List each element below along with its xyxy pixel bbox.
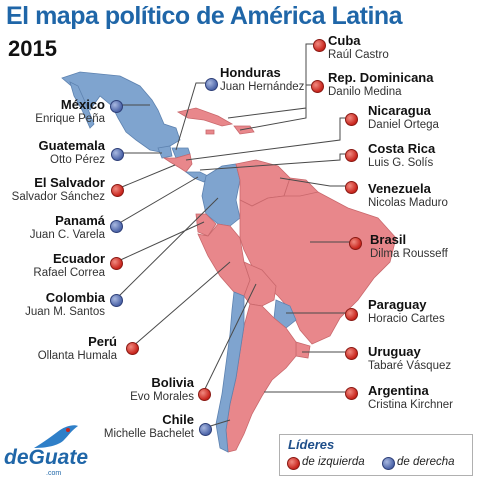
label-honduras: Honduras Juan Hernández [220,65,305,93]
jamaica-shape [205,129,215,135]
label-ecuador: Ecuador Rafael Correa [33,251,105,279]
brand-domain: .com [46,470,62,477]
label-uruguay: Uruguay Tabaré Vásquez [368,344,452,372]
country-name: Venezuela [368,181,431,196]
leader-name: Juan Hernández [220,80,305,93]
dot-guatemala [111,148,124,161]
country-name: Panamá [55,213,105,228]
country-name: Ecuador [52,251,105,266]
country-name: Chile [162,412,194,427]
label-venezuela: Venezuela Nicolas Maduro [368,181,448,209]
label-argentina: Argentina Cristina Kirchner [368,383,453,411]
leader-name: Salvador Sánchez [11,190,105,203]
leader-name: Daniel Ortega [368,118,439,131]
dot-venezuela [345,181,358,194]
country-name: Colombia [45,290,105,305]
dot-costa-rica [345,149,358,162]
dot-paraguay [345,308,358,321]
label-rep-dominicana: Rep. Dominicana Danilo Medina [328,70,434,98]
dot-peru [126,342,139,355]
dot-ecuador [110,257,123,270]
dot-rep-dominicana [311,80,324,93]
dot-colombia [110,294,123,307]
paraguay-shape [273,299,297,329]
label-el-salvador: El Salvador Salvador Sánchez [11,175,105,203]
label-mexico: México Enrique Peña [35,97,105,125]
country-name: Guatemala [38,138,105,153]
label-paraguay: Paraguay Horacio Cartes [368,297,445,325]
leader-name: Juan C. Varela [29,228,105,241]
label-costa-rica: Costa Rica Luis G. Solís [368,141,436,169]
legend-left-dot [287,457,300,470]
leader-name: Evo Morales [130,390,194,403]
country-name: El Salvador [34,175,105,190]
leader-name: Raúl Castro [328,48,389,61]
country-name: Rep. Dominicana [328,70,434,85]
leader-name: Luis G. Solís [368,156,434,169]
baja-shape [69,81,95,129]
brand-logo: deGuate [4,446,89,469]
dot-mexico [110,100,123,113]
label-bolivia: Bolivia Evo Morales [130,375,194,403]
label-brasil: Brasil Dilma Rousseff [370,232,448,260]
dot-panama [110,220,123,233]
guianas-shape [283,177,319,197]
legend-title: Líderes [288,437,335,452]
year-label: 2015 [8,36,57,61]
country-name: Brasil [370,232,407,247]
country-name: Nicaragua [368,103,431,118]
legend-right-label: de derecha [397,456,455,468]
hispaniola-shape [233,125,255,135]
country-name: Uruguay [368,344,421,359]
leader-name: Danilo Medina [328,85,402,98]
dot-chile [199,423,212,436]
label-colombia: Colombia Juan M. Santos [25,290,105,318]
country-name: Paraguay [368,297,427,312]
leader-name: Nicolas Maduro [368,196,448,209]
guatemala-shape [157,145,173,159]
leader-name: Juan M. Santos [25,305,105,318]
label-guatemala: Guatemala Otto Pérez [38,138,105,166]
page-title: El mapa político de América Latina [6,2,403,30]
dot-cuba [313,39,326,52]
uruguay-shape [295,341,311,359]
label-chile: Chile Michelle Bachelet [103,412,194,440]
quetzal-bird-icon [34,425,78,448]
country-name: Bolivia [151,375,194,390]
label-peru: Perú Ollanta Humala [37,334,117,362]
country-name: Cuba [328,33,361,48]
country-name: Argentina [368,383,429,398]
chile-shape [215,291,245,453]
legend-left-label: de izquierda [302,456,365,468]
legend-right-dot [382,457,395,470]
cuba-shape [176,107,234,127]
leader-name: Michelle Bachelet [103,427,194,440]
leader-name: Dilma Rousseff [370,247,448,260]
dot-el-salvador [111,184,124,197]
leader-name: Tabaré Vásquez [368,359,452,372]
country-name: Perú [88,334,117,349]
dot-nicaragua [345,113,358,126]
dot-honduras [205,78,218,91]
ecuador-shape [195,213,217,237]
label-panama: Panamá Juan C. Varela [29,213,105,241]
legend: Líderes de izquierda de derecha [279,434,473,476]
leader-name: Cristina Kirchner [368,398,453,411]
label-nicaragua: Nicaragua Daniel Ortega [368,103,439,131]
leader-name: Horacio Cartes [368,312,445,325]
country-name: México [60,97,105,112]
dot-argentina [345,387,358,400]
leader-name: Ollanta Humala [37,349,117,362]
dot-brasil [349,237,362,250]
country-name: Costa Rica [368,141,436,156]
leader-name: Rafael Correa [33,266,105,279]
label-cuba: Cuba Raúl Castro [328,33,389,61]
leader-name: Enrique Peña [35,112,105,125]
central-america-left-shape [162,153,193,173]
leader-name: Otto Pérez [50,153,105,166]
dot-bolivia [198,388,211,401]
dot-uruguay [345,347,358,360]
country-name: Honduras [220,65,281,80]
